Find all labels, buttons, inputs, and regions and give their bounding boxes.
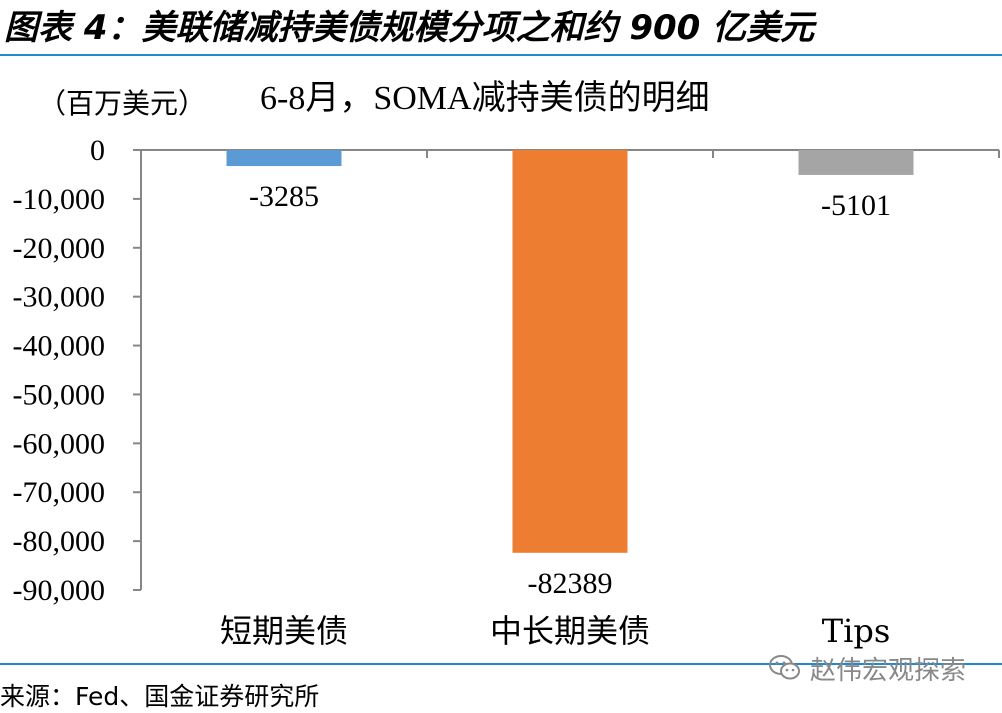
y-tick-label: -60,000 — [13, 427, 106, 460]
y-tick-label: -90,000 — [13, 574, 106, 607]
y-tick-label: -40,000 — [13, 330, 106, 363]
bar-chart: 0 -10,000 -20,000 -30,000 -40,000 -50,000 -60,… — [13, 134, 1000, 650]
watermark: 赵伟宏观探索 — [768, 650, 966, 686]
x-category-label: 短期美债 — [220, 612, 348, 650]
chart-title: 6-8月，SOMA减持美债的明细 — [260, 80, 710, 117]
source-note: 来源：Fed、国金证券研究所 — [0, 682, 320, 711]
bar — [512, 150, 628, 553]
y-tick-label: -70,000 — [13, 476, 106, 509]
bar-data-label: -3285 — [249, 180, 319, 213]
y-tick-label: -50,000 — [13, 378, 106, 411]
bar — [226, 150, 342, 167]
y-tick-label: -20,000 — [13, 232, 106, 265]
y-tick-label: -30,000 — [13, 281, 106, 314]
y-axis-unit-label: （百万美元） — [38, 87, 207, 120]
bottom-rule — [0, 663, 1002, 665]
top-rule — [0, 54, 1002, 56]
x-category-label: Tips — [822, 612, 890, 650]
y-tick-label: -10,000 — [13, 183, 106, 216]
bar-data-label: -82389 — [528, 567, 613, 600]
y-tick-label: 0 — [90, 134, 105, 167]
watermark-text: 赵伟宏观探索 — [810, 655, 967, 686]
wechat-icon — [769, 655, 800, 680]
figure-title: 图表 4：美联储减持美债规模分项之和约 900 亿美元 — [4, 8, 815, 48]
bar — [798, 150, 914, 175]
bar-data-label: -5101 — [821, 189, 891, 222]
x-category-label: 中长期美债 — [490, 612, 650, 650]
y-tick-label: -80,000 — [13, 525, 106, 558]
